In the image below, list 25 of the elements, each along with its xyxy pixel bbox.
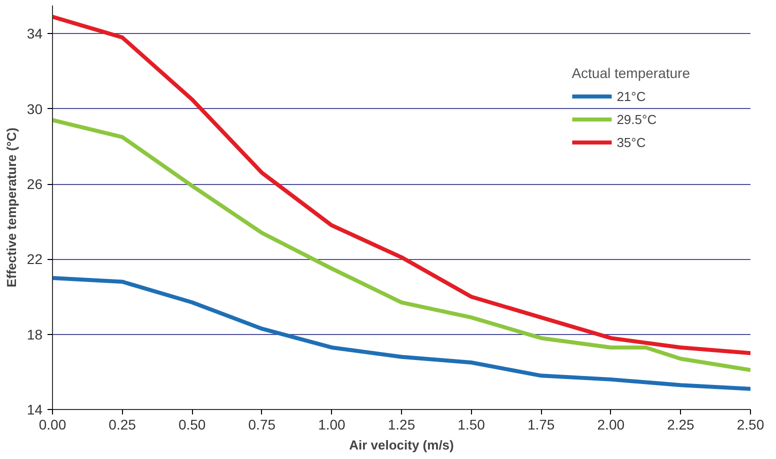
y-tick-label: 22 <box>26 251 43 268</box>
x-tick-label: 2.50 <box>736 416 764 432</box>
legend-label: 29.5°C <box>616 112 657 126</box>
legend-title: Actual temperature <box>572 65 690 81</box>
x-tick-label: 0.00 <box>38 416 66 432</box>
y-axis-title: Effective temperature (°C) <box>4 128 19 288</box>
legend-label: 21°C <box>616 88 646 104</box>
x-tick-label: 2.25 <box>667 416 695 432</box>
line-series <box>52 14 750 356</box>
line-series <box>52 276 750 391</box>
y-tick-label: 26 <box>26 176 43 192</box>
x-tick-label: 0.50 <box>178 416 206 432</box>
legend-label: 35°C <box>616 134 646 150</box>
x-tick-label: 1.00 <box>318 416 346 432</box>
y-tick-label: 14 <box>26 402 43 418</box>
x-tick-label: 2.00 <box>597 416 625 432</box>
x-tick-label: 1.25 <box>388 416 416 432</box>
x-tick-label: 1.50 <box>458 416 486 432</box>
x-tick-label: 1.75 <box>527 416 555 432</box>
x-tick-label: 0.25 <box>108 416 136 432</box>
x-axis-title: Air velocity (m/s) <box>349 438 454 452</box>
y-tick-label: 30 <box>26 100 43 117</box>
y-tick-label: 18 <box>26 326 43 342</box>
y-tick-label: 34 <box>26 26 43 42</box>
x-tick-label: 0.75 <box>248 416 276 432</box>
